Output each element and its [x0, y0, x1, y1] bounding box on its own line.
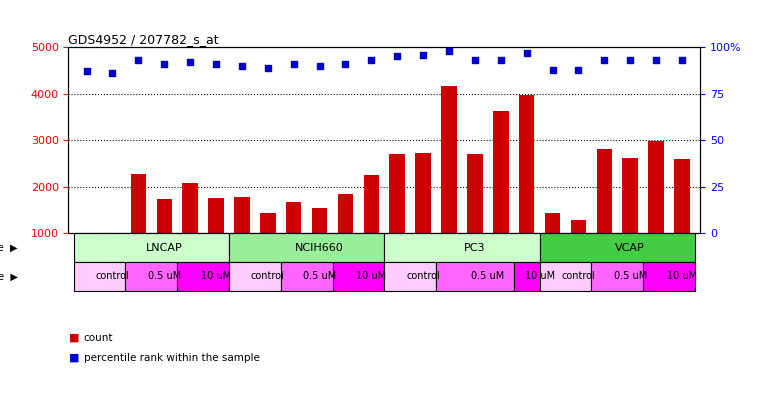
Bar	[493, 112, 508, 233]
Text: VCAP: VCAP	[616, 243, 645, 253]
Bar	[519, 95, 534, 233]
Bar	[312, 208, 327, 233]
Text: LNCAP: LNCAP	[146, 243, 183, 253]
Text: 10 uM: 10 uM	[356, 272, 387, 281]
Point	[314, 62, 326, 69]
Text: NCIH660: NCIH660	[295, 243, 344, 253]
Point	[262, 64, 274, 71]
Text: GDS4952 / 207782_s_at: GDS4952 / 207782_s_at	[68, 33, 219, 46]
Point	[391, 53, 403, 60]
Bar	[436, 262, 514, 291]
Point	[107, 70, 119, 76]
Point	[81, 68, 93, 75]
Point	[650, 57, 662, 63]
Bar	[597, 149, 612, 233]
Bar	[384, 233, 540, 262]
Point	[676, 57, 688, 63]
Bar	[514, 262, 540, 291]
Bar	[571, 220, 586, 233]
Point	[417, 51, 429, 58]
Point	[365, 57, 377, 63]
Point	[443, 48, 455, 54]
Bar	[384, 262, 436, 291]
Bar	[643, 262, 695, 291]
Point	[132, 57, 145, 63]
Bar	[540, 262, 591, 291]
Point	[546, 66, 559, 73]
Bar	[622, 158, 638, 233]
Text: 10 uM: 10 uM	[524, 272, 555, 281]
Text: control: control	[96, 272, 129, 281]
Text: PC3: PC3	[464, 243, 486, 253]
Bar	[157, 200, 172, 233]
Text: control: control	[406, 272, 440, 281]
Bar	[416, 153, 431, 233]
Text: 10 uM: 10 uM	[667, 272, 697, 281]
Bar	[229, 233, 384, 262]
Bar	[591, 262, 643, 291]
Point	[158, 61, 170, 67]
Text: ■: ■	[68, 333, 79, 343]
Bar	[183, 183, 198, 233]
Bar	[74, 262, 126, 291]
Text: 0.5 uM: 0.5 uM	[303, 272, 336, 281]
Bar	[209, 198, 224, 233]
Text: dose  ▶: dose ▶	[0, 272, 18, 281]
Text: 0.5 uM: 0.5 uM	[148, 272, 181, 281]
Point	[495, 57, 507, 63]
Text: cell line  ▶: cell line ▶	[0, 243, 18, 253]
Bar	[74, 233, 229, 262]
Bar	[674, 159, 689, 233]
Text: 0.5 uM: 0.5 uM	[613, 272, 647, 281]
Text: 10 uM: 10 uM	[201, 272, 231, 281]
Text: control: control	[562, 272, 595, 281]
Bar	[281, 262, 333, 291]
Text: control: control	[251, 272, 285, 281]
Bar	[540, 233, 695, 262]
Bar	[229, 262, 281, 291]
Point	[521, 50, 533, 56]
Point	[288, 61, 300, 67]
Point	[210, 61, 222, 67]
Bar	[260, 213, 275, 233]
Point	[572, 66, 584, 73]
Text: 0.5 uM: 0.5 uM	[471, 272, 505, 281]
Bar	[286, 202, 301, 233]
Text: count: count	[84, 333, 113, 343]
Bar	[131, 174, 146, 233]
Text: ■: ■	[68, 353, 79, 363]
Bar	[467, 154, 482, 233]
Bar	[234, 197, 250, 233]
Point	[469, 57, 481, 63]
Point	[598, 57, 610, 63]
Bar	[648, 141, 664, 233]
Point	[624, 57, 636, 63]
Bar	[126, 262, 177, 291]
Point	[184, 59, 196, 65]
Bar	[390, 154, 405, 233]
Bar	[333, 262, 384, 291]
Bar	[545, 213, 560, 233]
Bar	[338, 194, 353, 233]
Text: percentile rank within the sample: percentile rank within the sample	[84, 353, 260, 363]
Bar	[364, 175, 379, 233]
Bar	[441, 86, 457, 233]
Bar	[177, 262, 229, 291]
Point	[339, 61, 352, 67]
Point	[236, 62, 248, 69]
